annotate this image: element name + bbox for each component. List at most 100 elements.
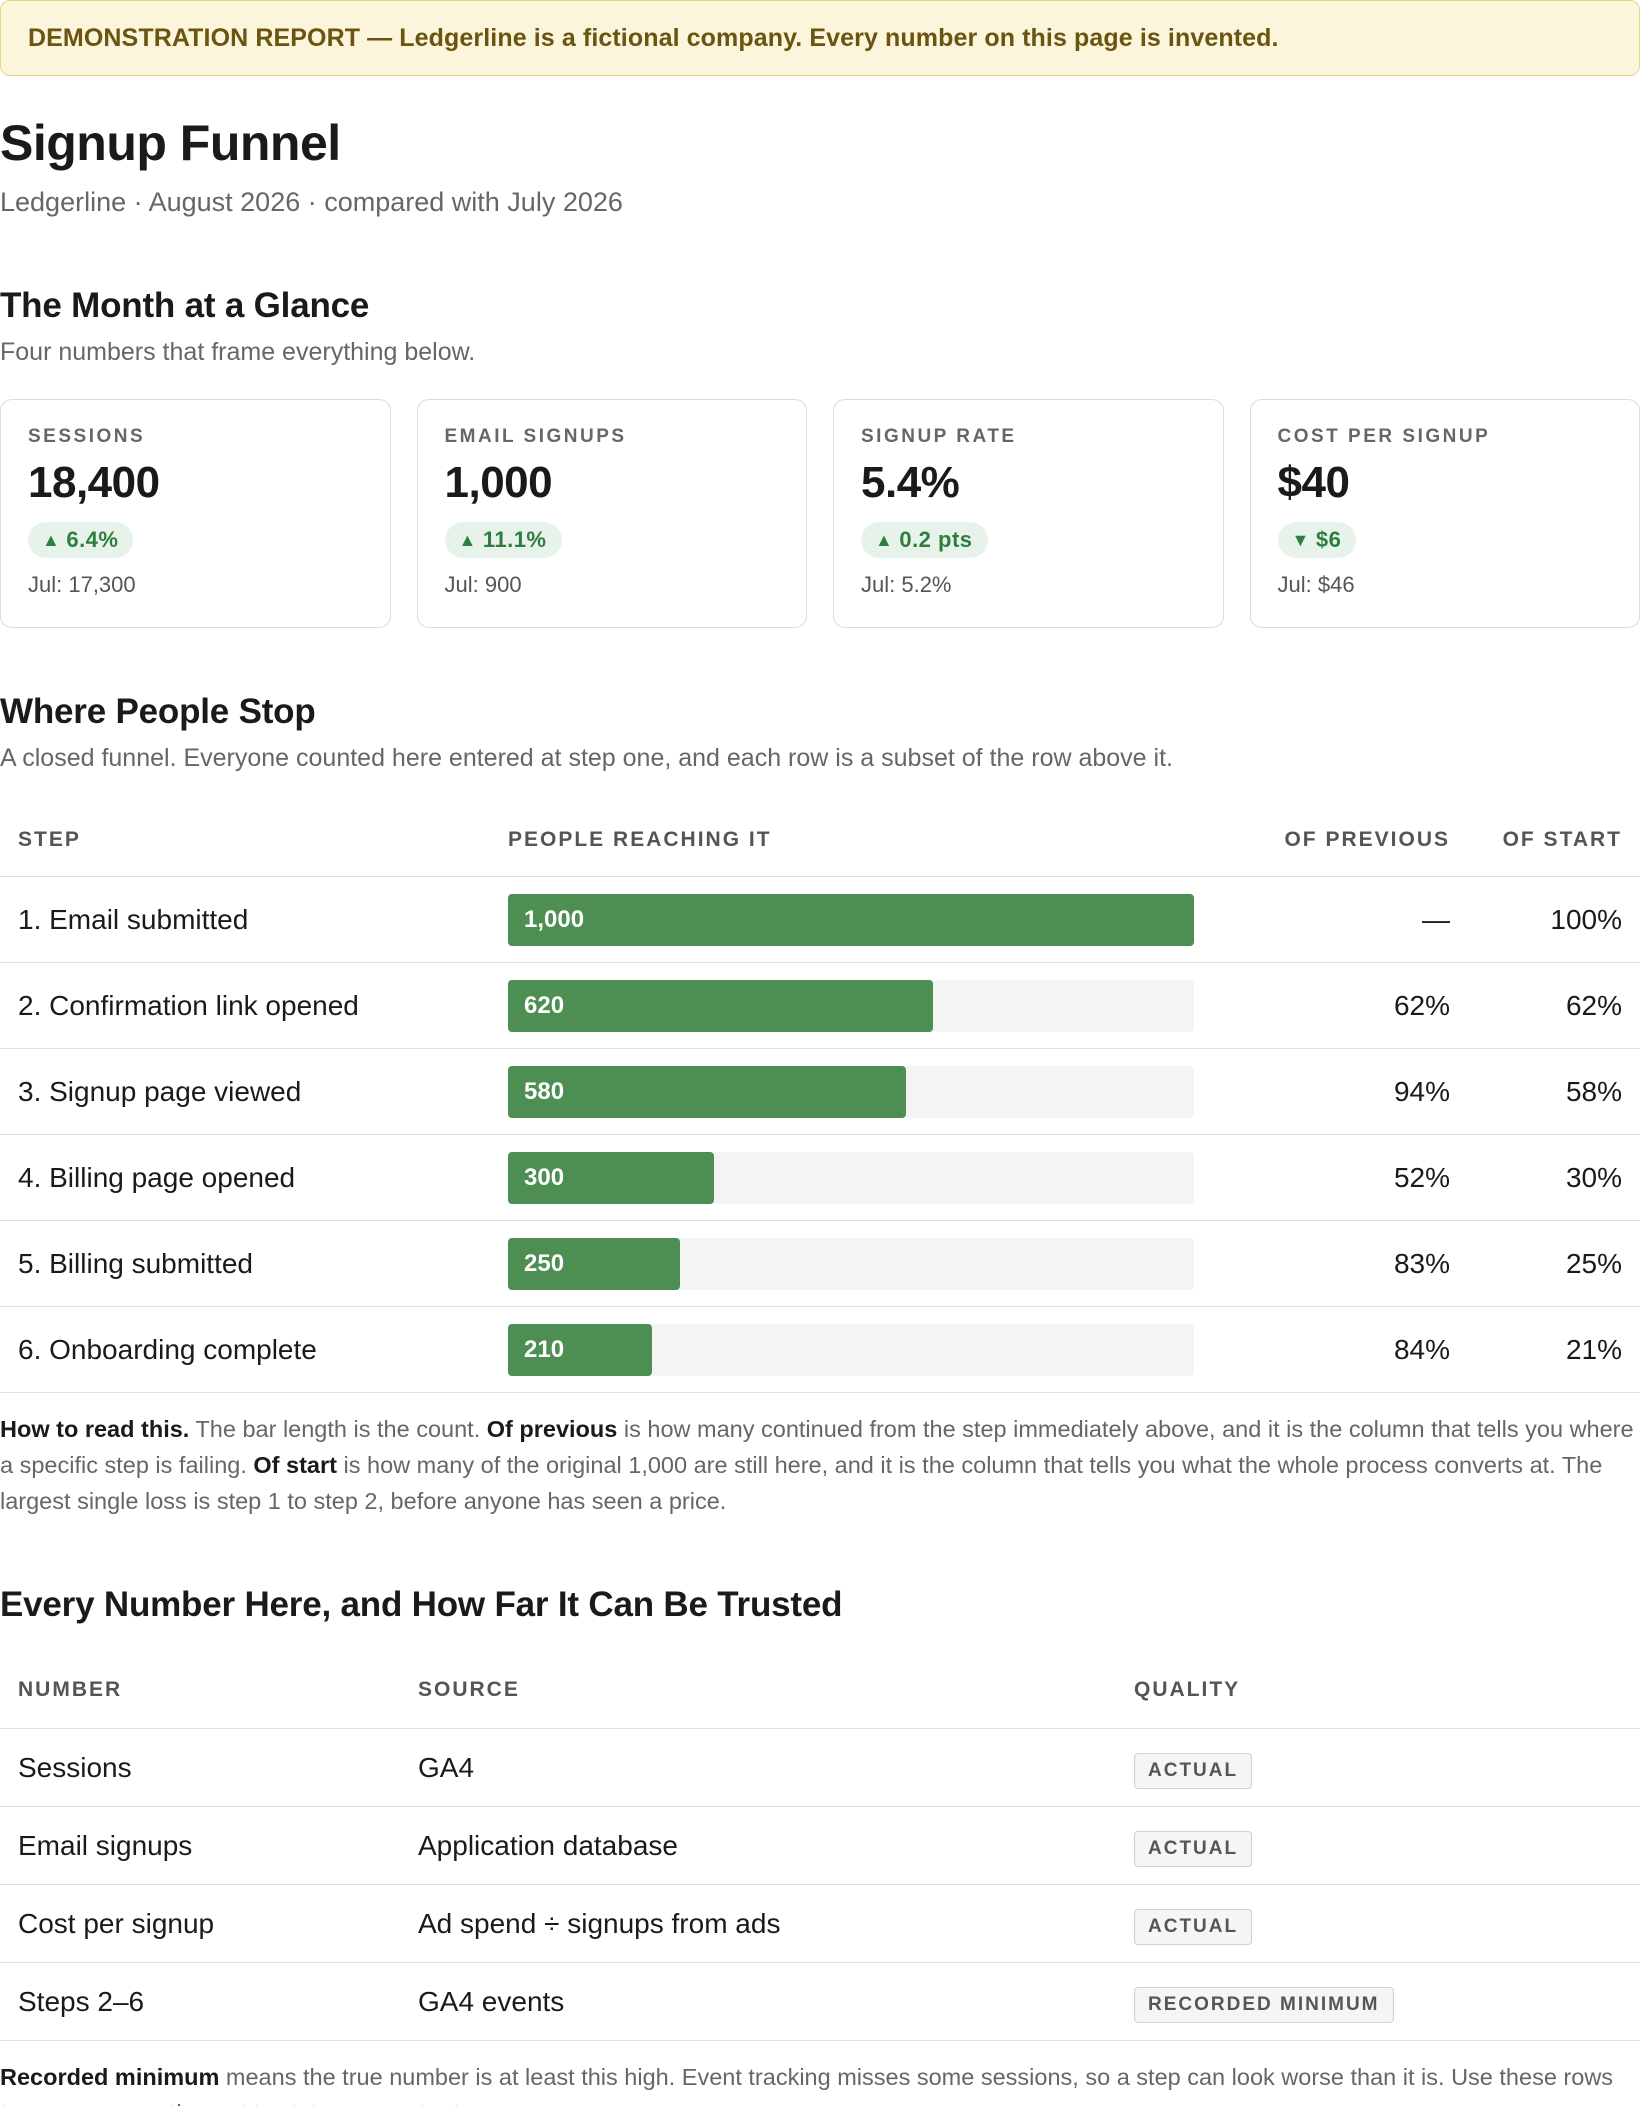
kpi-value: 1,000 [444,458,553,507]
kpi-value: 5.4% [861,458,960,507]
trust-heading: Every Number Here, and How Far It Can Be… [0,1585,843,1624]
bar-track: 250 [508,1237,1194,1290]
quality-badge: RECORDED MINIMUM [1134,1986,1394,2023]
down-arrow-icon: ▼ [1291,529,1310,550]
kpi-label: COST PER SIGNUP [1277,426,1491,447]
step-label: 5. Billing submitted [18,1247,254,1279]
kpi-label: EMAIL SIGNUPS [444,426,627,447]
kpi-delta-badge: ▲ 6.4% [28,522,134,558]
note-text: is how many continued from the step imme… [0,1416,1634,1478]
funnel-row: 6. Onboarding complete 210 84% 21% [0,1307,1640,1393]
step-label: 6. Onboarding complete [18,1333,317,1365]
funnel-bar: 580 [508,1065,906,1118]
of-previous-cell: 84% [1393,1333,1450,1365]
bar-track: 580 [508,1065,1194,1118]
kpi-previous: Jul: 5.2% [861,572,952,597]
bar-value-label: 580 [524,1077,565,1105]
funnel-rows: 1. Email submitted 1,000 — 100% 2. Confirmat… [0,877,1640,1393]
of-start-cell: 21% [1565,1333,1622,1365]
bar-track: 210 [508,1323,1194,1376]
bar-value-label: 1,000 [524,905,585,933]
number-cell: Email signups [18,1829,193,1861]
trust-header-row: NUMBER SOURCE QUALITY [0,1629,1640,1729]
kpi-delta-value: 0.2 pts [899,527,973,552]
kpi-previous: Jul: 900 [444,572,522,597]
kpi-delta-value: 6.4% [66,527,119,552]
bar-track: 300 [508,1151,1194,1204]
page-title: Signup Funnel [0,115,341,171]
table-row: Cost per signup Ad spend ÷ signups from … [0,1885,1640,1963]
step-label: 3. Signup page viewed [18,1075,302,1107]
quality-cell: ACTUAL [1134,1903,1640,1945]
trust-section: Every Number Here, and How Far It Can Be… [0,1585,1640,2106]
of-previous-cell: 52% [1393,1161,1450,1193]
funnel-row: 1. Email submitted 1,000 — 100% [0,877,1640,963]
bar-value-label: 300 [524,1163,565,1191]
number-cell: Steps 2–6 [18,1985,145,2017]
page-subtitle: Ledgerline · August 2026 · compared with… [0,187,623,217]
bar-cell: 620 [490,979,1220,1032]
note-term-of-previous: Of previous [486,1416,618,1442]
column-header-source: SOURCE [418,1677,520,1701]
funnel-row: 5. Billing submitted 250 83% 25% [0,1221,1640,1307]
bar-value-label: 620 [524,991,565,1019]
kpi-card-sessions: SESSIONS 18,400 ▲ 6.4% Jul: 17,300 [0,399,391,628]
glance-section: The Month at a Glance Four numbers that … [0,286,1640,628]
kpi-delta-value: 11.1% [482,527,547,552]
bar-cell: 210 [490,1323,1220,1376]
kpi-label: SIGNUP RATE [861,426,1017,447]
glance-lede: Four numbers that frame everything below… [0,338,476,366]
how-to-read-note: How to read this. The bar length is the … [0,1411,1640,1519]
kpi-value: 18,400 [28,458,160,507]
kpi-previous: Jul: 17,300 [28,572,136,597]
bar-cell: 580 [490,1065,1220,1118]
note-lead: Recorded minimum [0,2064,220,2090]
quality-cell: RECORDED MINIMUM [1134,1981,1640,2023]
note-text: means the true number is at least this h… [0,2064,1614,2106]
up-arrow-icon: ▲ [458,529,477,550]
source-cell: GA4 events [418,1985,565,2017]
of-previous-cell: — [1422,903,1450,935]
funnel-row: 2. Confirmation link opened 620 62% 62% [0,963,1640,1049]
note-text: is how many of the original 1,000 are st… [0,1452,1603,1514]
bar-track: 1,000 [508,893,1194,946]
funnel-bar: 210 [508,1323,652,1376]
kpi-delta-badge: ▲ 0.2 pts [861,522,988,558]
quality-badge: ACTUAL [1134,1752,1253,1789]
funnel-row: 3. Signup page viewed 580 94% 58% [0,1049,1640,1135]
column-header-number: NUMBER [18,1677,123,1701]
bar-cell: 250 [490,1237,1220,1290]
of-start-cell: 25% [1565,1247,1622,1279]
funnel-table: STEP PEOPLE REACHING IT OF PREVIOUS OF S… [0,803,1640,1393]
of-start-cell: 58% [1565,1075,1622,1107]
kpi-value: $40 [1277,458,1350,507]
of-previous-cell: 83% [1393,1247,1450,1279]
column-header-people: PEOPLE REACHING IT [508,827,772,851]
of-previous-cell: 94% [1393,1075,1450,1107]
bar-value-label: 250 [524,1249,565,1277]
funnel-header-row: STEP PEOPLE REACHING IT OF PREVIOUS OF S… [0,803,1640,877]
bar-value-label: 210 [524,1335,565,1363]
funnel-lede: A closed funnel. Everyone counted here e… [0,744,1173,772]
bar-track: 620 [508,979,1194,1032]
step-label: 1. Email submitted [18,903,249,935]
kpi-delta-badge: ▼ $6 [1277,522,1357,558]
of-previous-cell: 62% [1393,989,1450,1021]
funnel-bar: 1,000 [508,893,1194,946]
kpi-cards: SESSIONS 18,400 ▲ 6.4% Jul: 17,300 EMAIL… [0,399,1640,628]
kpi-previous: Jul: $46 [1277,572,1355,597]
note-text: The bar length is the count. [189,1416,487,1442]
number-cell: Sessions [18,1751,132,1783]
recorded-minimum-note: Recorded minimum means the true number i… [0,2059,1640,2106]
quality-badge: ACTUAL [1134,1908,1253,1945]
column-header-step: STEP [18,827,81,851]
table-row: Sessions GA4 ACTUAL [0,1729,1640,1807]
note-lead: How to read this. [0,1416,190,1442]
kpi-delta-badge: ▲ 11.1% [444,522,562,558]
of-start-cell: 100% [1550,903,1622,935]
quality-cell: ACTUAL [1134,1825,1640,1867]
number-cell: Cost per signup [18,1907,215,1939]
table-row: Steps 2–6 GA4 events RECORDED MINIMUM [0,1963,1640,2041]
funnel-row: 4. Billing page opened 300 52% 30% [0,1135,1640,1221]
step-label: 2. Confirmation link opened [18,989,359,1021]
